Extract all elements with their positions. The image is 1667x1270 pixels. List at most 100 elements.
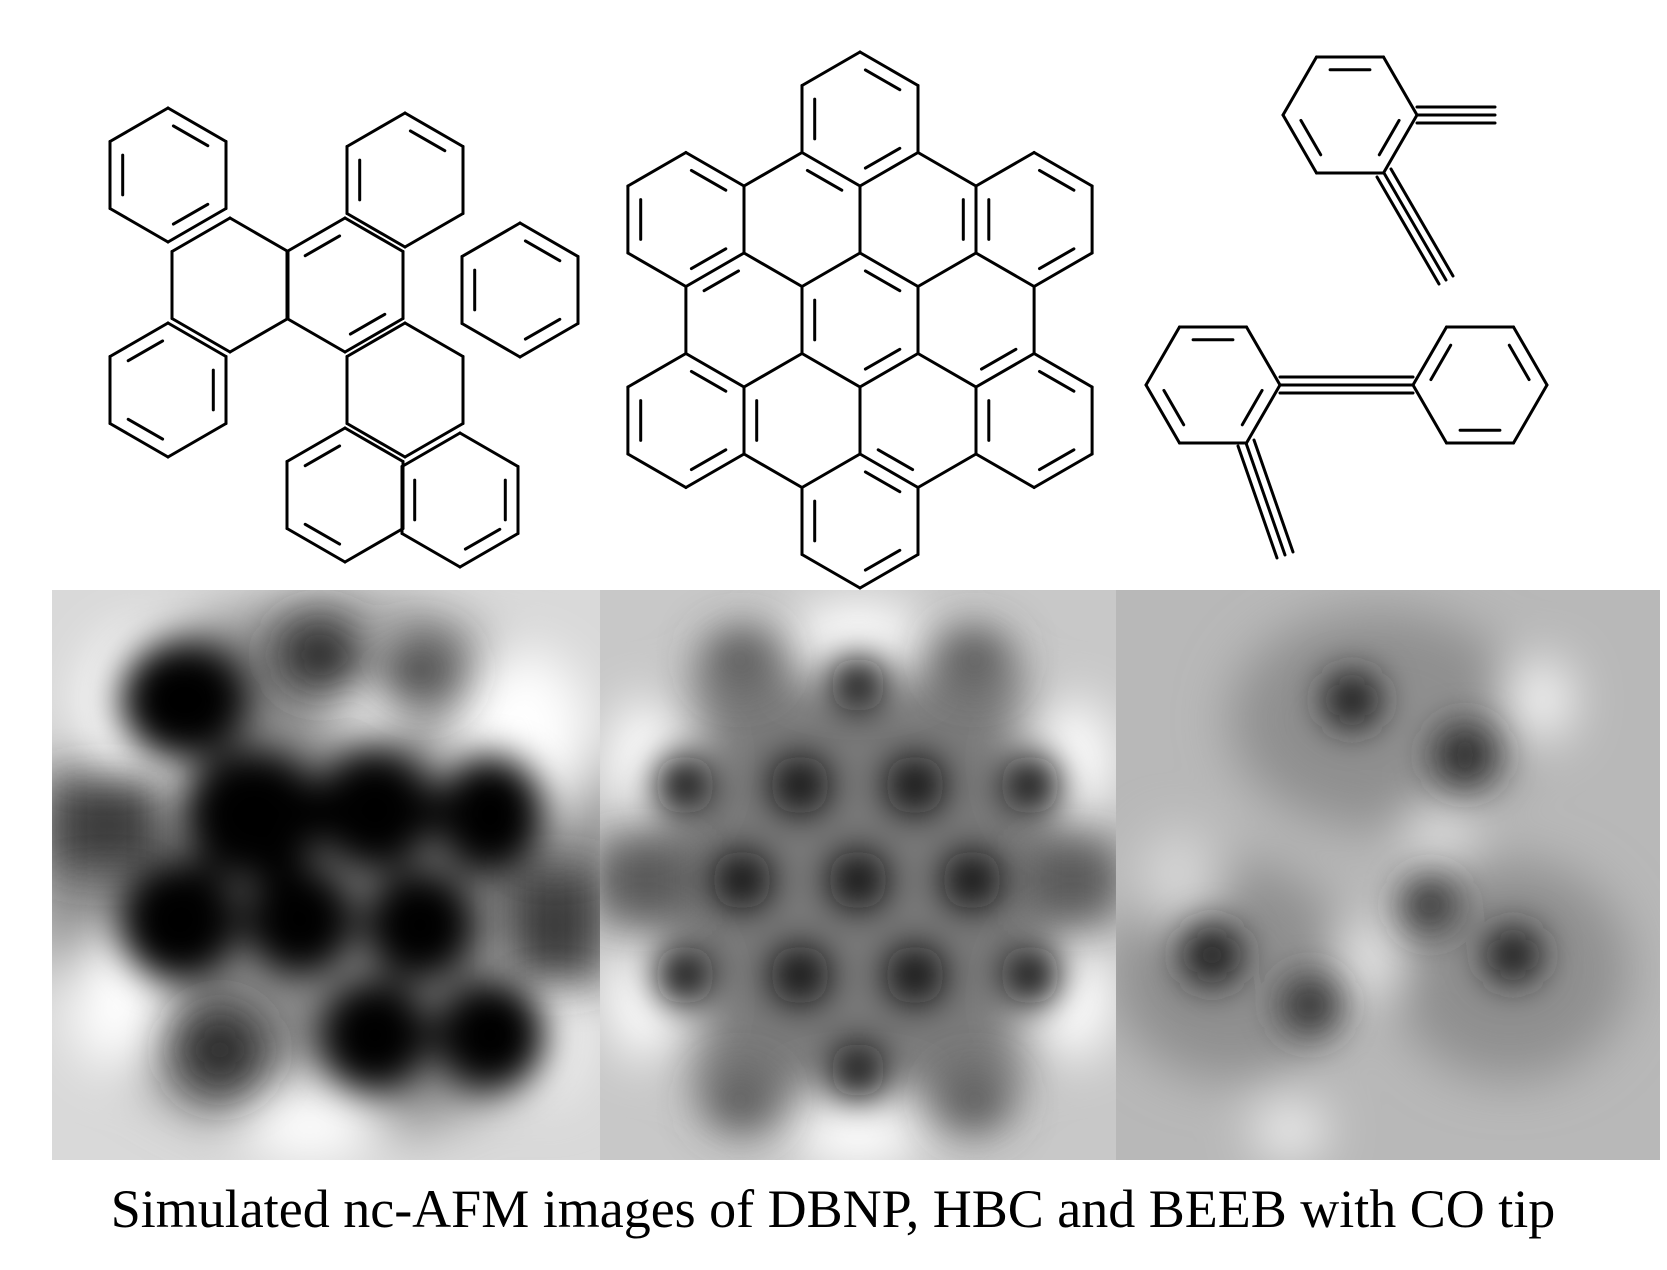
bond bbox=[345, 422, 407, 459]
bond bbox=[702, 269, 740, 293]
bond bbox=[1240, 388, 1264, 427]
bond bbox=[523, 239, 562, 263]
bond bbox=[1032, 352, 1094, 389]
bond bbox=[684, 151, 746, 188]
bond bbox=[1245, 383, 1282, 445]
bond bbox=[170, 317, 232, 354]
bond bbox=[285, 426, 347, 463]
afm-image-beeb bbox=[1116, 590, 1660, 1160]
bond bbox=[348, 312, 387, 336]
afm-image-dbnp bbox=[52, 590, 600, 1160]
bond bbox=[858, 151, 920, 188]
bond bbox=[800, 50, 862, 87]
bond bbox=[689, 247, 728, 271]
bond bbox=[170, 216, 232, 253]
bond bbox=[974, 151, 1036, 188]
bond bbox=[285, 317, 347, 354]
bond bbox=[285, 527, 347, 564]
bond bbox=[303, 444, 342, 468]
bond bbox=[1281, 55, 1318, 117]
bond bbox=[1512, 383, 1549, 445]
structure-dbnp bbox=[108, 106, 580, 569]
bond bbox=[800, 452, 862, 489]
bond bbox=[863, 146, 902, 170]
bond bbox=[345, 111, 407, 148]
bond bbox=[800, 151, 862, 188]
bond bbox=[1144, 325, 1181, 387]
bond bbox=[916, 452, 978, 489]
bond bbox=[1038, 448, 1076, 472]
bond bbox=[974, 251, 1036, 288]
bond bbox=[345, 212, 407, 249]
bond bbox=[1377, 118, 1401, 157]
bond bbox=[303, 522, 342, 546]
bond bbox=[458, 431, 520, 468]
bond bbox=[626, 452, 688, 489]
bond bbox=[684, 251, 746, 288]
bond bbox=[626, 251, 688, 288]
bond bbox=[345, 321, 407, 358]
bond bbox=[689, 168, 728, 192]
structure-beeb bbox=[1144, 55, 1549, 560]
bond bbox=[343, 527, 405, 564]
bond bbox=[1032, 452, 1094, 489]
bond bbox=[108, 207, 170, 244]
bond bbox=[863, 269, 902, 293]
caption: Simulated nc-AFM images of DBNP, HBC and… bbox=[111, 1179, 1556, 1239]
bond bbox=[1299, 118, 1323, 157]
bond bbox=[1032, 251, 1094, 288]
bond bbox=[400, 532, 462, 569]
bond bbox=[858, 553, 920, 590]
bond bbox=[460, 221, 522, 258]
bond bbox=[863, 347, 902, 371]
bond bbox=[403, 212, 465, 249]
bond bbox=[1252, 438, 1295, 554]
bond bbox=[1382, 113, 1419, 175]
bond bbox=[126, 339, 165, 363]
bond bbox=[1375, 175, 1441, 286]
bond bbox=[1244, 441, 1287, 557]
bond bbox=[228, 317, 290, 354]
bond bbox=[285, 216, 347, 253]
bond bbox=[523, 317, 562, 341]
bond bbox=[800, 553, 862, 590]
bond bbox=[1162, 388, 1186, 427]
bond bbox=[684, 352, 746, 389]
bond bbox=[228, 216, 290, 253]
bond bbox=[858, 50, 920, 87]
bond bbox=[166, 207, 228, 244]
bond bbox=[463, 527, 502, 551]
bond bbox=[343, 216, 405, 253]
bond bbox=[108, 422, 170, 459]
bond bbox=[460, 322, 522, 359]
bond bbox=[166, 321, 228, 358]
bond bbox=[916, 151, 978, 188]
bond bbox=[974, 352, 1036, 389]
bond bbox=[126, 417, 165, 441]
bond bbox=[518, 221, 580, 258]
bond bbox=[916, 251, 978, 288]
afm-image-hbc bbox=[600, 590, 1116, 1160]
bond bbox=[1038, 168, 1076, 192]
bond bbox=[626, 151, 688, 188]
bond bbox=[684, 452, 746, 489]
bond bbox=[742, 352, 804, 389]
bond bbox=[400, 431, 462, 468]
bond bbox=[1429, 343, 1453, 382]
bond bbox=[980, 347, 1018, 371]
bond bbox=[518, 322, 580, 359]
bond bbox=[1411, 383, 1448, 445]
bond bbox=[858, 352, 920, 389]
structure-hbc bbox=[626, 50, 1094, 590]
bond bbox=[805, 168, 844, 192]
bond bbox=[742, 151, 804, 188]
bond bbox=[1512, 325, 1549, 387]
bond bbox=[343, 317, 405, 354]
bond bbox=[1144, 383, 1181, 445]
bond bbox=[863, 68, 902, 92]
bond bbox=[1032, 151, 1094, 188]
bond bbox=[863, 548, 902, 572]
bond bbox=[171, 124, 210, 148]
bond bbox=[863, 470, 902, 494]
